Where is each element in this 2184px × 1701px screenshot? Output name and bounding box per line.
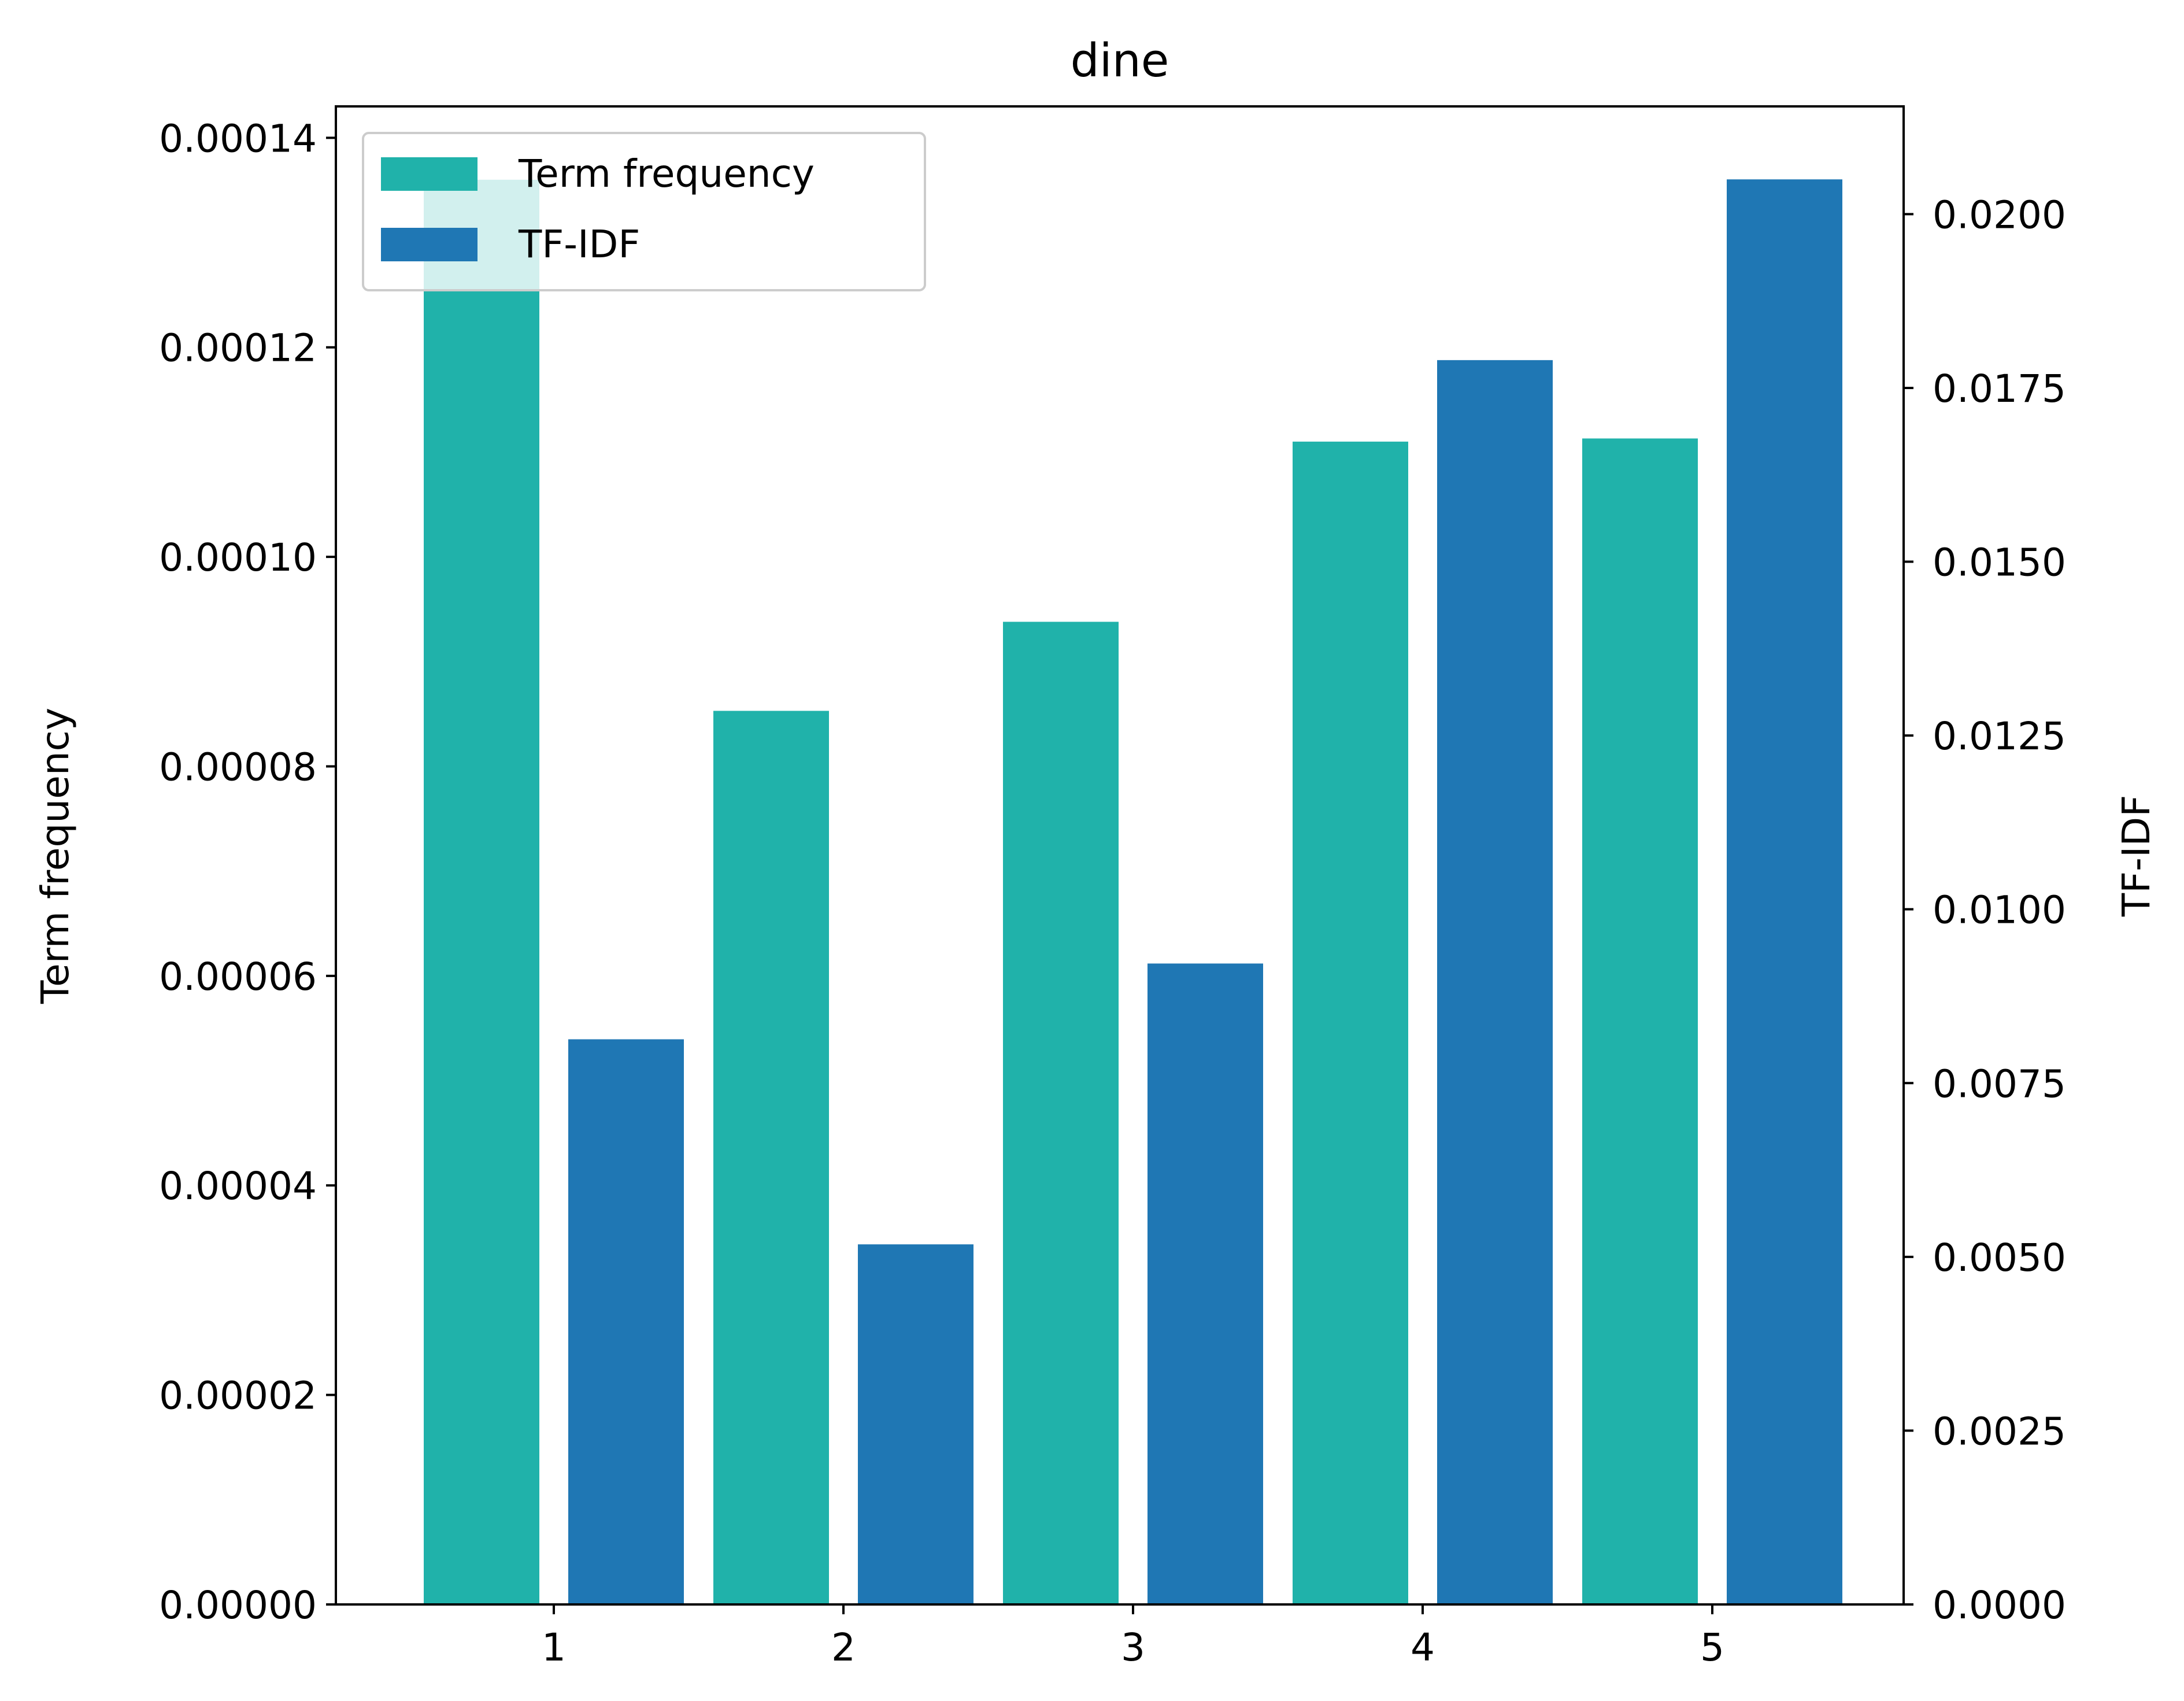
chart-title: dine [1071, 34, 1169, 87]
right-axis-label: TF-IDF [2114, 795, 2159, 917]
left-tick-label: 0.00012 [159, 326, 317, 371]
right-tick-label: 0.0000 [1933, 1583, 2066, 1628]
axes [335, 105, 1905, 1606]
right-tick-label: 0.0200 [1933, 193, 2066, 237]
legend-frame [362, 132, 926, 291]
right-axis-ticks: 0.0000 0.0025 0.0050 0.0075 0.0100 0.0125 0.01… [1904, 193, 2066, 1628]
left-axis-label: Term frequency [33, 708, 77, 1004]
bar-term-frequency-2 [713, 711, 829, 1604]
bar-tfidf-5 [1727, 179, 1842, 1604]
x-tick-label: 3 [1121, 1625, 1145, 1670]
term-frequency-bars [424, 179, 1698, 1605]
right-tick-label: 0.0050 [1933, 1236, 2066, 1280]
bar-tfidf-4 [1437, 360, 1553, 1604]
left-tick-label: 0.00010 [159, 535, 317, 580]
bar-term-frequency-3 [1003, 622, 1119, 1604]
x-tick-label: 1 [542, 1625, 566, 1670]
bar-term-frequency-5 [1582, 438, 1698, 1604]
right-tick-label: 0.0125 [1933, 714, 2066, 759]
left-tick-label: 0.00000 [159, 1583, 317, 1628]
tfidf-bars [568, 179, 1842, 1604]
x-tick-label: 2 [831, 1625, 856, 1670]
x-tick-label: 4 [1411, 1625, 1435, 1670]
left-axis-ticks: 0.00000 0.00002 0.00004 0.00006 0.00008 0.000… [159, 116, 336, 1628]
legend-swatch-term-frequency [381, 157, 477, 191]
bar-tfidf-1 [568, 1039, 684, 1604]
legend-label-term-frequency: Term frequency [518, 151, 815, 196]
right-tick-label: 0.0075 [1933, 1062, 2066, 1106]
left-tick-label: 0.00014 [159, 116, 317, 161]
x-axis-ticks: 1 2 3 4 5 [542, 1604, 1724, 1670]
left-tick-label: 0.00006 [159, 955, 317, 999]
legend-swatch-tfidf [381, 228, 477, 261]
left-tick-label: 0.00004 [159, 1164, 317, 1208]
right-tick-label: 0.0025 [1933, 1409, 2066, 1454]
left-tick-label: 0.00008 [159, 745, 317, 789]
right-tick-label: 0.0175 [1933, 367, 2066, 411]
bar-tfidf-3 [1147, 963, 1263, 1604]
x-tick-label: 5 [1700, 1625, 1724, 1670]
bar-term-frequency-1 [424, 179, 539, 1605]
legend: Term frequency TF-IDF [362, 132, 926, 291]
plot-frame [335, 105, 1905, 1606]
left-tick-label: 0.00002 [159, 1374, 317, 1418]
legend-label-tfidf: TF-IDF [518, 222, 640, 267]
bar-tfidf-2 [858, 1244, 973, 1604]
right-tick-label: 0.0150 [1933, 541, 2066, 585]
bar-term-frequency-4 [1293, 441, 1408, 1604]
right-tick-label: 0.0100 [1933, 888, 2066, 933]
